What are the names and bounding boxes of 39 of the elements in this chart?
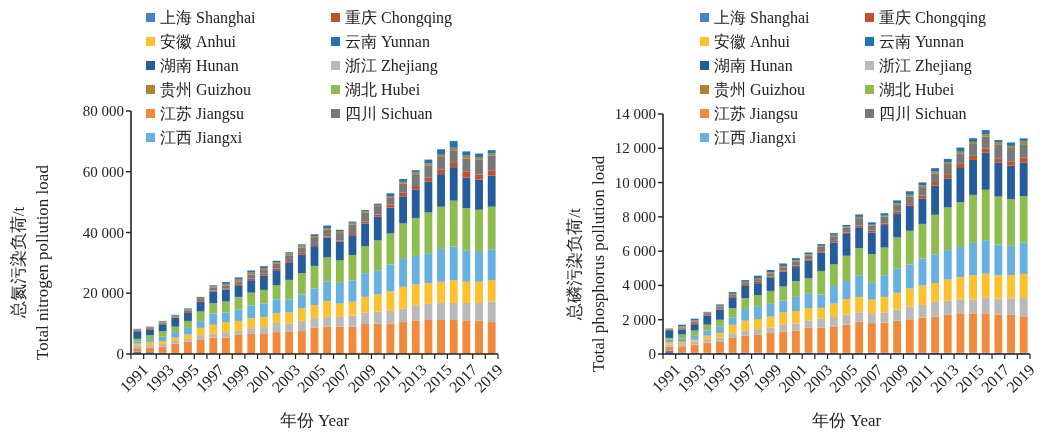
legend-label: 重庆 Chongqing: [345, 9, 453, 27]
legend-label: 浙江 Zhejiang: [345, 57, 438, 75]
legend-label: 江西 Jiangxi: [714, 129, 797, 147]
y-tick-label: 10 000: [614, 174, 656, 191]
y-tick-label: 4 000: [622, 277, 656, 294]
legend-label: 江西 Jiangxi: [160, 129, 243, 147]
y-tick-label: 2 000: [622, 311, 656, 328]
legend-label: 湖南 Hunan: [160, 57, 239, 74]
y-tick-label: 8 000: [622, 208, 656, 225]
legend-label: 上海 Shanghai: [160, 9, 257, 27]
legend-label: 云南 Yunnan: [879, 33, 964, 50]
legend-label: 四川 Sichuan: [345, 105, 433, 122]
legend-label: 浙江 Zhejiang: [879, 57, 972, 75]
legend-label: 上海 Shanghai: [714, 9, 811, 27]
x-axis-title: 年份 Year: [811, 411, 882, 430]
legend-label: 安徽 Anhui: [714, 33, 791, 50]
y-tick-label: 60 000: [82, 163, 124, 180]
x-axis-title: 年份 Year: [279, 411, 350, 430]
legend-label: 四川 Sichuan: [879, 105, 967, 122]
legend-label: 江苏 Jiangsu: [714, 105, 798, 123]
legend-label: 江苏 Jiangsu: [160, 105, 244, 123]
legend-label: 湖北 Hubei: [345, 81, 421, 98]
y-tick-label: 80 000: [82, 103, 124, 119]
y-axis-title: 总磷污染负荷/t Total phosphorus pollution load: [564, 155, 608, 373]
y-tick-label: 12 000: [614, 140, 656, 157]
legend-label: 贵州 Guizhou: [160, 81, 252, 98]
legend-label: 湖北 Hubei: [879, 81, 955, 98]
legend-label: 重庆 Chongqing: [879, 9, 987, 27]
legend-label: 贵州 Guizhou: [714, 81, 806, 98]
legend-label: 安徽 Anhui: [160, 33, 237, 50]
legend-label: 湖南 Hunan: [714, 57, 793, 74]
y-axis-title: 总氮污染负荷/t Total nitrogen pollution load: [8, 164, 52, 360]
y-tick-label: 0: [648, 346, 656, 362]
y-tick-label: 20 000: [82, 285, 124, 302]
legend-label: 云南 Yunnan: [345, 33, 430, 50]
y-tick-label: 6 000: [622, 243, 656, 260]
y-tick-label: 14 000: [614, 106, 656, 122]
y-tick-label: 0: [116, 346, 124, 362]
y-tick-label: 40 000: [82, 224, 124, 241]
